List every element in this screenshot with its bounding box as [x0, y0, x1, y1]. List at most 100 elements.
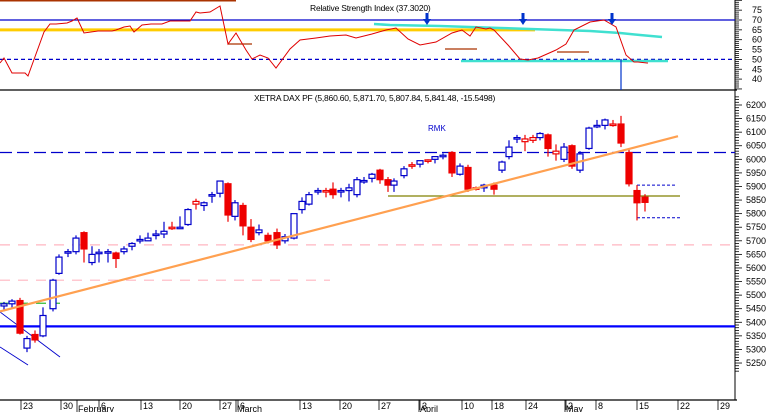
candle-body — [625, 151, 633, 185]
candle-body — [521, 138, 529, 143]
candle-body — [322, 189, 330, 193]
candle-body — [544, 134, 552, 150]
candle-body — [337, 189, 345, 193]
candle-body — [95, 251, 103, 255]
down-arrow-icon — [519, 13, 527, 25]
price-axis-label: 6100 — [746, 127, 766, 137]
candle-body — [264, 234, 272, 242]
x-day-label: 20 — [342, 401, 352, 411]
price-axis-label: 5450 — [746, 304, 766, 314]
x-day-label: 13 — [143, 401, 153, 411]
candle-body — [353, 179, 361, 196]
candle-body — [513, 136, 521, 140]
x-day-label: 18 — [494, 401, 504, 411]
price-axis-label: 5400 — [746, 317, 766, 327]
candle-body — [290, 213, 298, 239]
price-axis-label: 5650 — [746, 249, 766, 259]
candle-body — [368, 173, 376, 179]
x-day-label: 23 — [23, 401, 33, 411]
candle-body — [128, 242, 136, 247]
rsi-axis-label: 45 — [752, 64, 762, 74]
candle-body — [168, 226, 176, 230]
price-title: XETRA DAX PF (5,860.60, 5,871.70, 5,807.… — [254, 93, 496, 103]
candle-body — [505, 146, 513, 158]
x-day-label: 24 — [528, 401, 538, 411]
x-day-label: 29 — [720, 401, 730, 411]
candle-body — [160, 230, 168, 235]
price-axis-label: 5600 — [746, 263, 766, 273]
candle-body — [200, 202, 208, 207]
candle-body — [360, 179, 368, 183]
price-axis-label: 5950 — [746, 168, 766, 178]
price-axis-label: 5700 — [746, 236, 766, 246]
price-axis-label: 6150 — [746, 114, 766, 124]
candle-body — [431, 156, 439, 160]
candle-body — [231, 202, 239, 217]
price-axis-label: 5850 — [746, 195, 766, 205]
candlesticks — [0, 115, 649, 353]
rsi-axis-label: 60 — [752, 35, 762, 45]
candle-body — [0, 303, 8, 307]
x-day-label: 2 — [568, 401, 573, 411]
candle-body — [64, 251, 72, 254]
candle-body — [80, 232, 88, 250]
x-day-label: 6 — [101, 401, 106, 411]
rsi-axis-label: 65 — [752, 25, 762, 35]
candle-body — [23, 337, 31, 349]
price-axis-label: 5500 — [746, 290, 766, 300]
rmk-annotation: RMK — [428, 124, 446, 133]
price-axis-label: 5750 — [746, 222, 766, 232]
candle-body — [144, 237, 152, 242]
x-month-label: February — [78, 404, 115, 412]
rsi-panel: Relative Strength Index (37.3020) 757065… — [0, 0, 762, 90]
candle-body — [208, 194, 216, 197]
x-month-label: May — [566, 404, 584, 412]
x-day-label: 15 — [639, 401, 649, 411]
candle-body — [400, 168, 408, 177]
candle-body — [120, 248, 128, 253]
candle-body — [8, 300, 16, 305]
candle-body — [416, 160, 424, 165]
rsi-axis-label: 75 — [752, 5, 762, 15]
rsi-cyan-resistance — [373, 22, 663, 39]
candle-body — [552, 150, 560, 155]
x-day-label: 30 — [63, 401, 73, 411]
candle-body — [390, 180, 398, 186]
candle-body — [16, 299, 24, 334]
candle-body — [72, 237, 80, 253]
channel-line-upper — [0, 311, 61, 358]
candle-body — [184, 208, 192, 226]
x-day-label: 10 — [464, 401, 474, 411]
candle-body — [593, 124, 601, 128]
rsi-reference-lines — [0, 19, 735, 61]
candle-body — [345, 187, 353, 192]
price-overlays — [0, 151, 735, 366]
x-day-label: 27 — [222, 401, 232, 411]
x-axis: 23 30 6 13 20 27 6 13 20 27 3 10 18 24 2 8 15 22 29 Februar… — [20, 400, 730, 414]
candle-body — [239, 204, 247, 227]
candle-body — [255, 229, 263, 234]
candle-body — [247, 226, 255, 241]
candle-body — [490, 184, 498, 190]
candle-body — [408, 164, 416, 167]
rsi-axis-label: 40 — [752, 74, 762, 84]
candle-body — [329, 188, 337, 196]
candle-body — [298, 200, 306, 211]
x-month-label: April — [420, 404, 438, 412]
candle-body — [617, 123, 625, 144]
rsi-title: Relative Strength Index (37.3020) — [310, 3, 431, 13]
x-day-label: 22 — [680, 401, 690, 411]
candle-body — [88, 253, 96, 264]
price-trendlines — [0, 135, 679, 313]
candle-body — [456, 165, 464, 175]
candle-body — [633, 189, 641, 204]
candle-body — [55, 256, 63, 274]
candle-body — [216, 180, 224, 194]
candle-body — [536, 132, 544, 139]
rsi-axis-label: 70 — [752, 15, 762, 25]
x-day-label: 6 — [240, 401, 245, 411]
price-axis-label: 5250 — [746, 358, 766, 368]
x-day-label: 20 — [182, 401, 192, 411]
